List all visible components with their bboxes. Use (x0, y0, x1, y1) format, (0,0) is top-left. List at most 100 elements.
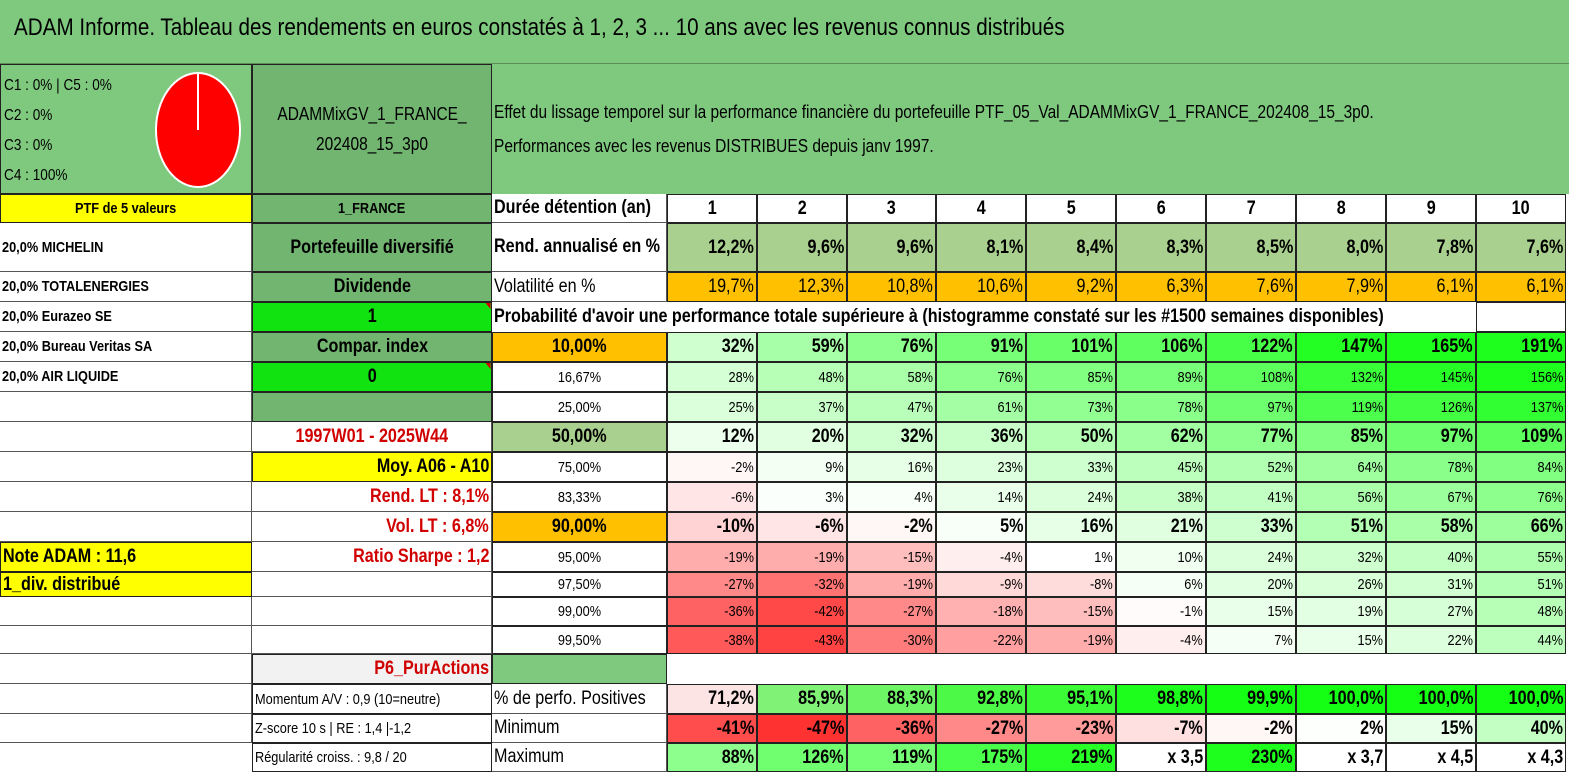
blank-cell (0, 626, 252, 654)
quantile-label: 90,00% (492, 512, 667, 542)
probability-value: -43% (757, 626, 847, 654)
comment-marker-icon (485, 303, 491, 309)
rend-value: 9,6% (757, 223, 847, 272)
vol-value-text: 7,6% (1256, 276, 1293, 297)
rend-lt: Rend. LT : 8,1% (252, 482, 492, 512)
probability-value: -2% (847, 512, 936, 542)
max-value-text: 119% (892, 746, 933, 768)
vol-value: 6,1% (1386, 272, 1476, 302)
composition-label: C3 : 0% (4, 137, 53, 154)
pos-value-text: 99,9% (1247, 688, 1293, 709)
probability-value: 7% (1206, 626, 1296, 654)
probability-value-text: 145% (1440, 368, 1473, 386)
vol-value: 9,2% (1026, 272, 1116, 302)
probability-value: 31% (1386, 572, 1476, 597)
probability-value: 27% (1386, 597, 1476, 626)
vol-value-text: 7,9% (1346, 276, 1383, 297)
probability-value: 15% (1296, 626, 1386, 654)
probability-value: 89% (1116, 362, 1206, 392)
probability-value: 3% (757, 482, 847, 512)
dividend-selector-text: 1 (367, 306, 377, 327)
holding-row: 20,0% Bureau Veritas SA (0, 332, 252, 362)
quantile-label: 99,00% (492, 597, 667, 626)
pos-value-text: 100,0% (1418, 688, 1473, 709)
probability-value: 109% (1476, 422, 1566, 452)
pos-value: 85,9% (757, 684, 847, 714)
vol-value-text: 6,1% (1526, 276, 1563, 297)
probability-value: 19% (1296, 597, 1386, 626)
max-value: 119% (847, 743, 936, 772)
probability-value: 165% (1386, 332, 1476, 362)
probability-value-text: 15% (1267, 603, 1293, 620)
probability-value: 122% (1206, 332, 1296, 362)
rend-lt-text: Rend. LT : 8,1% (369, 485, 489, 507)
vol-value-text: 6,1% (1436, 276, 1473, 297)
year-header: 7 (1206, 194, 1296, 223)
rend-value: 7,8% (1386, 223, 1476, 272)
probability-value: -4% (1116, 626, 1206, 654)
probability-value-text: 31% (1447, 576, 1473, 593)
max-value: 126% (757, 743, 847, 772)
year-header: 4 (936, 194, 1026, 223)
probability-value: -27% (667, 572, 757, 597)
quantile-label-text: 83,33% (557, 488, 602, 506)
probability-value-text: 76% (997, 368, 1023, 386)
probability-value-text: 24% (1267, 548, 1293, 566)
probability-value: 4% (847, 482, 936, 512)
probability-value-text: 52% (1267, 458, 1293, 476)
probability-value-text: 108% (1260, 368, 1293, 386)
vol-lt-text: Vol. LT : 6,8% (386, 515, 489, 537)
blank-cell (0, 452, 252, 482)
holding-row-text: 20,0% AIR LIQUIDE (2, 368, 119, 385)
probability-value-text: 45% (1177, 458, 1203, 476)
composition-pie-chart (155, 72, 241, 188)
dividend-label: Dividende (252, 272, 492, 302)
probability-value-text: 137% (1530, 398, 1563, 416)
quantile-label: 50,00% (492, 422, 667, 452)
max-value-text: 175% (981, 746, 1023, 768)
probability-value: -18% (936, 597, 1026, 626)
vol-value: 6,3% (1116, 272, 1206, 302)
probability-value-text: 5% (999, 516, 1023, 537)
probability-value-text: -38% (724, 631, 754, 649)
dividend-label-text: Dividende (333, 276, 411, 297)
index-selector[interactable]: 0 (252, 362, 492, 392)
probability-value: -22% (936, 626, 1026, 654)
probability-value-text: 1% (1094, 548, 1113, 566)
probability-value: -32% (757, 572, 847, 597)
probability-value-text: 132% (1350, 368, 1383, 386)
probability-value-text: 156% (1530, 368, 1563, 386)
probability-value-text: -19% (1083, 631, 1113, 649)
year-header-text: 7 (1246, 197, 1256, 219)
adam-note-text: Note ADAM : 11,6 (3, 546, 137, 567)
probability-value: 156% (1476, 362, 1566, 392)
probability-value-text: 47% (907, 398, 933, 416)
quantile-label-text: 97,50% (557, 576, 602, 593)
probability-value-text: 25% (728, 398, 754, 416)
quantile-label: 10,00% (492, 332, 667, 362)
period-label: 1997W01 - 2025W44 (252, 422, 492, 452)
year-header-text: 4 (976, 197, 986, 219)
year-header-text: 10 (1512, 197, 1530, 219)
probability-value: -1% (1116, 597, 1206, 626)
year-header: 9 (1386, 194, 1476, 223)
probability-value: 6% (1116, 572, 1206, 597)
vol-value-text: 10,8% (887, 276, 933, 297)
min-value: -2% (1206, 714, 1296, 743)
portfolio-name-panel: ADAMMixGV_1_FRANCE_202408_15_3p0 (252, 64, 492, 194)
probability-value-text: 32% (900, 426, 933, 447)
moy-label: Moy. A06 - A10 (252, 452, 492, 482)
probability-value-text: 106% (1161, 336, 1203, 357)
blank-cell (0, 654, 252, 684)
probability-value: 48% (1476, 597, 1566, 626)
probability-value-text: 76% (900, 336, 933, 357)
ptf-count-header-text: PTF de 5 valeurs (75, 200, 177, 217)
quantile-label: 25,00% (492, 392, 667, 422)
dividend-selector[interactable]: 1 (252, 302, 492, 332)
probability-value: 78% (1386, 452, 1476, 482)
probability-value: 20% (757, 422, 847, 452)
momentum-label: Momentum A/V : 0,9 (10=neutre) (252, 684, 492, 714)
probability-value-text: 33% (1087, 458, 1113, 476)
probability-value-text: 122% (1251, 336, 1293, 357)
pos-value-text: 88,3% (887, 688, 933, 709)
